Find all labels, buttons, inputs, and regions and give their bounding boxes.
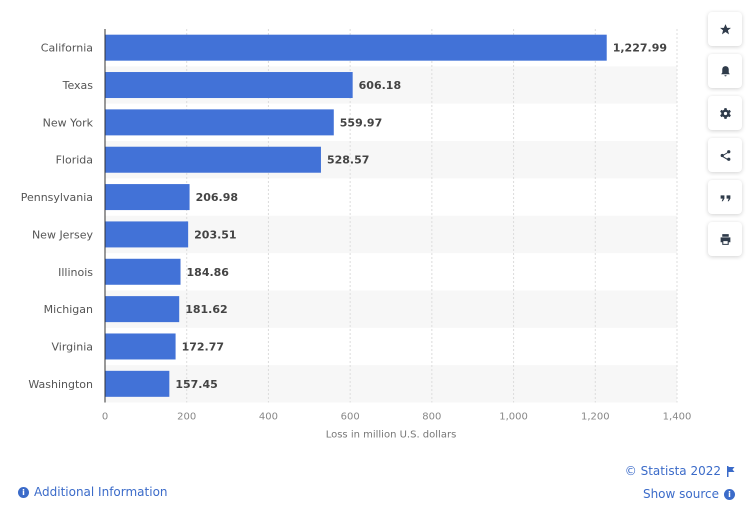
data-label: 184.86: [187, 266, 230, 279]
category-label: California: [41, 42, 93, 55]
data-label: 206.98: [196, 191, 238, 204]
bar: [105, 109, 334, 136]
share-icon: [720, 149, 730, 161]
data-label: 157.45: [175, 378, 217, 391]
flag-icon: [727, 465, 735, 477]
bar: [105, 258, 181, 285]
bell-icon: [720, 65, 730, 76]
bar: [105, 221, 189, 248]
category-label: Florida: [56, 154, 93, 167]
notification-button[interactable]: [708, 54, 742, 88]
category-label: Illinois: [58, 266, 93, 279]
statista-copyright[interactable]: © Statista 2022: [625, 464, 735, 478]
x-tick-label: 0: [102, 412, 108, 423]
bar: [105, 370, 170, 397]
info-icon: i: [724, 488, 735, 500]
category-label: Virginia: [52, 340, 93, 353]
x-tick-label: 800: [422, 412, 441, 423]
info-icon: i: [18, 486, 29, 498]
data-label: 606.18: [359, 79, 401, 92]
data-label: 181.62: [185, 303, 227, 316]
gear-icon: [719, 107, 731, 119]
show-source-link[interactable]: Show source i: [643, 487, 735, 501]
bar: [105, 333, 176, 360]
row-band: [105, 365, 677, 403]
data-label: 559.97: [340, 116, 382, 129]
x-tick-label: 600: [341, 412, 360, 423]
x-tick-label: 1,400: [663, 412, 692, 423]
bar: [105, 146, 321, 173]
x-tick-label: 200: [177, 412, 196, 423]
bar: [105, 72, 353, 99]
print-icon: [720, 233, 730, 245]
category-label: Washington: [28, 378, 93, 391]
settings-button[interactable]: [708, 96, 742, 130]
category-label: Pennsylvania: [21, 191, 93, 204]
data-label: 172.77: [182, 340, 224, 353]
share-button[interactable]: [708, 138, 742, 172]
favorite-button[interactable]: [708, 12, 742, 46]
additional-information-text: Additional Information: [34, 485, 168, 499]
copyright-text: © Statista 2022: [624, 464, 721, 478]
category-label: Michigan: [44, 303, 93, 316]
quote-icon: [720, 194, 730, 201]
x-tick-label: 1,200: [581, 412, 610, 423]
bar: [105, 34, 607, 61]
x-tick-label: 1,000: [499, 412, 528, 423]
bar-chart: 0 200 400 600 800 1,000 1,200 1,400 California 1,…: [21, 29, 692, 441]
cite-button[interactable]: [708, 180, 742, 214]
data-label: 528.57: [327, 154, 369, 167]
bar: [105, 296, 180, 323]
row-band: [105, 215, 677, 254]
show-source-text: Show source: [642, 487, 719, 501]
x-axis-title: Loss in million U.S. dollars: [326, 430, 457, 441]
category-label: New York: [43, 116, 94, 129]
row-band: [105, 290, 677, 328]
category-label: New Jersey: [32, 228, 94, 241]
star-icon: [719, 23, 731, 34]
data-label: 203.51: [194, 228, 236, 241]
print-button[interactable]: [708, 222, 742, 256]
additional-information-link[interactable]: i Additional Information: [18, 485, 168, 499]
bar: [105, 184, 190, 211]
category-label: Texas: [62, 79, 94, 92]
x-tick-label: 400: [259, 412, 278, 423]
data-label: 1,227.99: [613, 42, 667, 55]
